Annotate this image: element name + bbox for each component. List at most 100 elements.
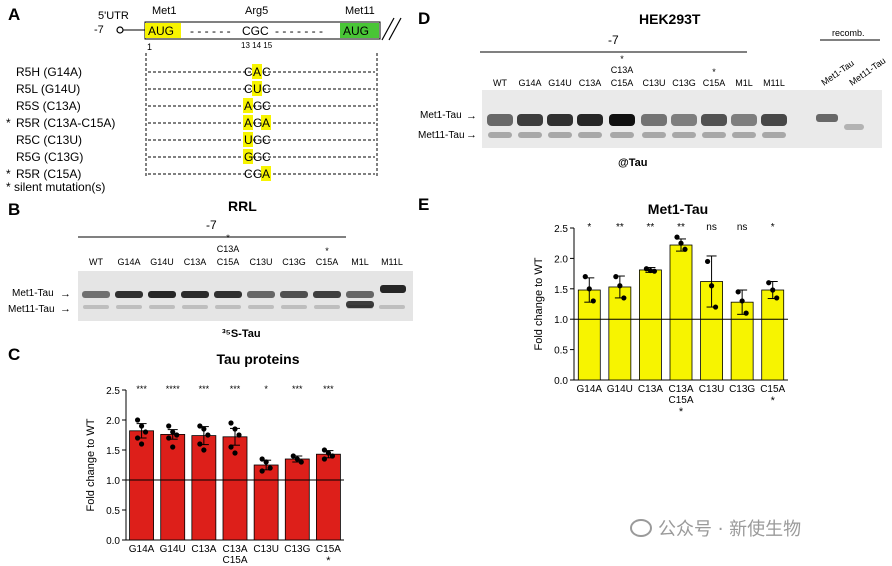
panel-letter: C (8, 345, 20, 364)
significance-label: *** (323, 384, 334, 394)
x-tick-label: C13A (191, 544, 216, 555)
y-tick-label: 2.5 (554, 224, 568, 235)
y-tick-label: 2.0 (554, 254, 568, 265)
lane-label: M1L (351, 257, 369, 267)
data-point (590, 298, 596, 304)
hek-met1-label: Met1-Tau (420, 110, 462, 121)
lane-label: G14A (117, 257, 140, 267)
mutation-highlight (252, 81, 262, 96)
rrl-caption: ³⁵S-Tau (222, 328, 261, 340)
blot-band-lower (702, 132, 726, 138)
panel-b-letter: B (8, 200, 20, 219)
lane-label: WT (89, 257, 103, 267)
recomb-label: recomb. (832, 28, 865, 38)
x-tick-label: C15A (316, 544, 341, 555)
data-point (651, 268, 658, 274)
band-met1 (247, 291, 275, 298)
significance-label: * (771, 222, 775, 233)
panel-c-chart: C Tau proteins 0.0 0.5 1.0 1.5 2.0 2.5 Fold chan… (8, 345, 344, 565)
mutant-nucleotide: C (262, 82, 271, 96)
data-point (170, 429, 176, 435)
data-point (232, 450, 238, 456)
band-met1 (280, 291, 308, 298)
data-point (267, 465, 273, 471)
data-point (647, 267, 654, 274)
y-tick-label: 1.0 (554, 315, 568, 326)
lane-label: C13G (672, 78, 696, 88)
panel-d: D HEK293T -7 recomb. WT G14A G14U C13A*C13A… (418, 9, 887, 169)
bar (191, 435, 217, 541)
mutant-nucleotide: A (262, 167, 270, 181)
data-point (617, 283, 623, 289)
data-point (329, 453, 336, 459)
data-point (708, 283, 715, 289)
significance-label: *** (230, 384, 241, 394)
data-point (294, 456, 300, 462)
wechat-icon (630, 519, 652, 537)
rrl-met11-label: Met11-Tau (8, 304, 55, 315)
blot-band-lower (642, 132, 666, 138)
band-faint (182, 305, 208, 309)
mutant-star: * (6, 116, 11, 130)
mutant-label: R5L (G14U) (16, 82, 80, 96)
band-faint (83, 305, 109, 309)
mutant-nucleotide: A (253, 65, 261, 79)
mutant-label: R5C (C13U) (16, 133, 82, 147)
mutant-nucleotide: U (253, 82, 262, 96)
data-point (613, 274, 619, 280)
data-point (290, 453, 296, 459)
lane-label: C13A (579, 78, 602, 88)
data-point (205, 432, 211, 438)
mutant-nucleotide: C (262, 133, 271, 147)
codon-met11: AUG (343, 24, 369, 38)
data-point (174, 432, 180, 438)
significance-label: ** (677, 222, 685, 233)
mutant-nucleotide: C (244, 167, 253, 181)
lane-label: WT (493, 78, 507, 88)
x-tick-label: C13A (638, 384, 663, 395)
data-point (735, 289, 741, 295)
bar (284, 458, 310, 541)
data-point (201, 426, 207, 432)
y-tick-label: 0.0 (106, 536, 120, 547)
data-point (228, 444, 234, 450)
data-point (682, 246, 688, 252)
band-faint (281, 305, 307, 309)
x-tick-label-line2: C15A (222, 555, 247, 565)
data-point (298, 459, 304, 465)
silent-star: * (326, 555, 331, 565)
lane-label: M11L (763, 78, 785, 88)
band-faint (116, 305, 142, 309)
hek-met11-label: Met11-Tau (418, 130, 465, 141)
rrl-title: RRL (228, 198, 257, 214)
band-met1 (380, 285, 406, 293)
blot-band-lower (518, 132, 542, 138)
data-point (142, 429, 149, 435)
mutation-highlight (252, 64, 262, 79)
met11-label: Met11 (345, 5, 375, 17)
y-tick-label: 2.5 (106, 386, 120, 397)
lane-label: C13A (184, 257, 207, 267)
significance-label: ns (737, 222, 748, 233)
bar (253, 464, 279, 541)
blot-band (671, 114, 697, 126)
mutant-star: * (6, 167, 11, 181)
data-point (166, 435, 172, 441)
recomb-band-met1 (816, 114, 838, 122)
met1-label: Met1 (152, 5, 176, 17)
x-tick-label-line2: C15A (668, 395, 693, 406)
svg-text:- - - - - - -: - - - - - - - (275, 24, 323, 38)
bar (761, 289, 785, 381)
lane-label: G14U (548, 78, 572, 88)
blot-band (731, 114, 757, 126)
data-point (232, 426, 238, 432)
x-tick-label: C13G (729, 384, 755, 395)
lane-label: C15A (316, 257, 339, 267)
data-point (774, 295, 780, 301)
data-point (674, 234, 680, 240)
panel-a: A 5'UTR -7 Met1 Arg5 Met11 AUG - - - - -… (6, 5, 402, 194)
recomb-lane-label: Met11-Tau (847, 55, 887, 87)
lane-star: * (712, 67, 716, 77)
mutant-nucleotide: C (244, 65, 253, 79)
